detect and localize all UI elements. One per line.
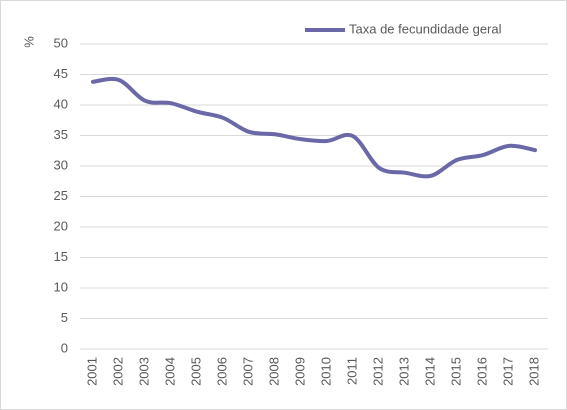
y-tick-label: 45 (54, 66, 68, 81)
x-tick-label: 2018 (526, 357, 541, 386)
legend-label: Taxa de fecundidade geral (349, 21, 502, 36)
x-tick-label: 2008 (266, 357, 281, 386)
x-tick-label: 2002 (110, 357, 125, 386)
x-tick-label: 2016 (474, 357, 489, 386)
data-line (91, 76, 537, 179)
x-tick-label: 2009 (292, 357, 307, 386)
x-tick-label: 2010 (318, 357, 333, 386)
y-tick-label: 35 (54, 127, 68, 142)
x-tick-label: 2005 (188, 357, 203, 386)
x-tick-label: 2017 (500, 357, 515, 386)
y-tick-label: 20 (54, 218, 68, 233)
y-tick-label: 15 (54, 249, 68, 264)
x-tick-label: 2012 (370, 357, 385, 386)
x-tick-label: 2015 (448, 357, 463, 386)
x-tick-label: 2011 (344, 357, 359, 385)
x-tick-label: 2003 (136, 357, 151, 386)
y-tick-label: 0 (61, 340, 68, 355)
y-tick-label: 10 (54, 279, 68, 294)
x-tick-label: 2014 (422, 357, 437, 386)
y-axis-label: % (21, 36, 36, 48)
x-tick-label: 2001 (84, 357, 99, 386)
y-tick-label: 40 (54, 96, 68, 111)
y-tick-label: 25 (54, 188, 68, 203)
x-tick-label: 2007 (240, 357, 255, 386)
x-tick-label: 2006 (214, 357, 229, 386)
y-tick-label: 50 (54, 35, 68, 50)
y-tick-label: 5 (61, 310, 68, 325)
x-tick-label: 2013 (396, 357, 411, 386)
x-tick-label: 2004 (162, 357, 177, 386)
y-tick-label: 30 (54, 157, 68, 172)
